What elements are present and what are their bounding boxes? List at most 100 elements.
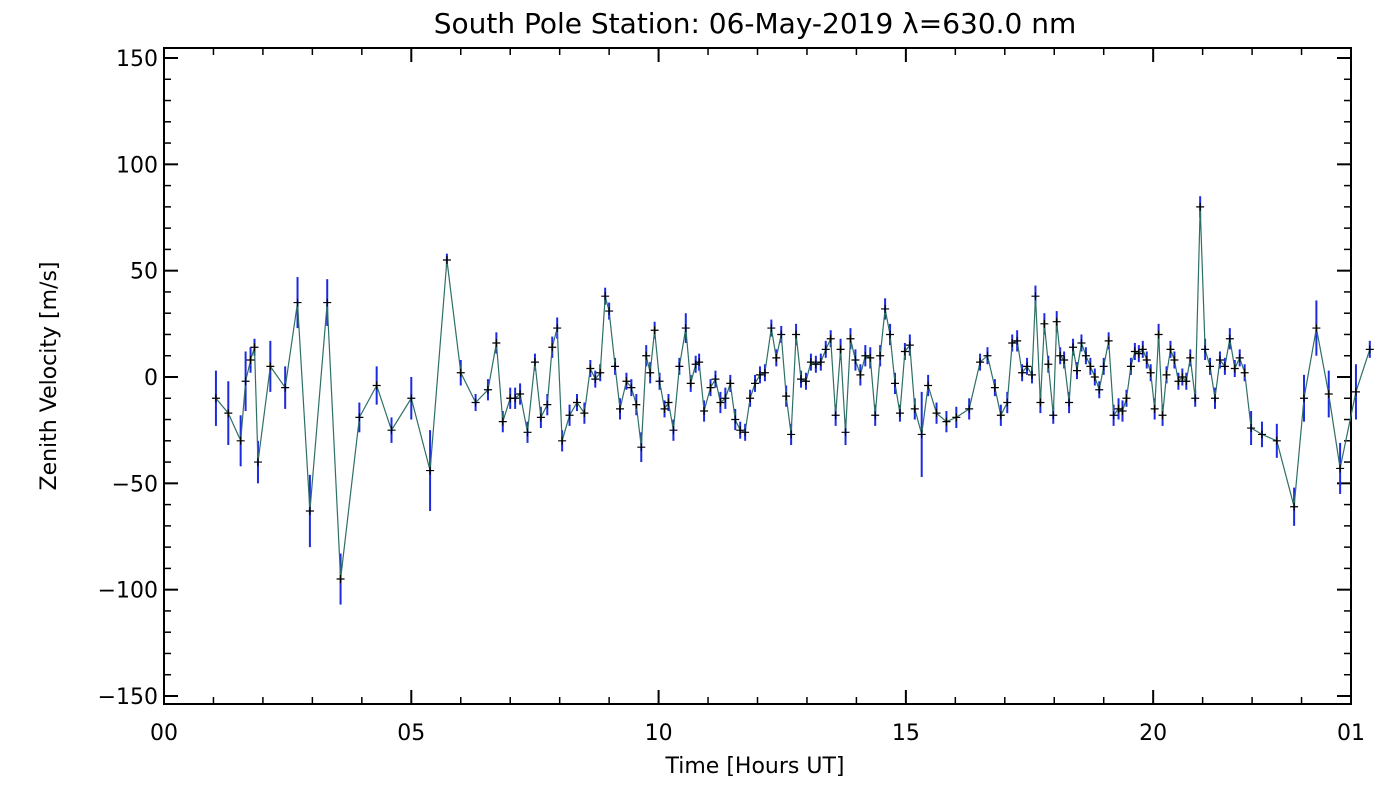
data-point [253, 458, 262, 467]
data-point [675, 362, 684, 371]
x-tick-label: 10 [645, 721, 673, 746]
data-point [442, 256, 451, 265]
data-point [548, 343, 557, 352]
data-point [917, 430, 926, 439]
data-point [236, 436, 245, 445]
data-point [1052, 317, 1061, 326]
data-point [711, 375, 720, 384]
data-point [890, 379, 899, 388]
data-point [1240, 368, 1249, 377]
data-markers [211, 202, 1374, 584]
data-point [1170, 355, 1179, 364]
data-point [821, 345, 830, 354]
data-point [721, 394, 730, 403]
data-point [983, 351, 992, 360]
data-point [1158, 411, 1167, 420]
chart-title: South Pole Station: 06-May-2019 λ=630.0 … [434, 7, 1077, 40]
data-point [1134, 349, 1143, 358]
data-point [905, 341, 914, 350]
data-point [1086, 362, 1095, 371]
data-point [543, 400, 552, 409]
data-point [777, 330, 786, 339]
data-point [1095, 385, 1104, 394]
data-point [498, 417, 507, 426]
data-point [1225, 334, 1234, 343]
x-tick-label: 00 [150, 721, 178, 746]
data-point [797, 375, 806, 384]
data-point [224, 409, 233, 418]
data-point [572, 398, 581, 407]
data-point [792, 330, 801, 339]
y-tick-label: 50 [130, 260, 158, 285]
data-point [632, 400, 641, 409]
data-point [996, 411, 1005, 420]
data-point [655, 377, 664, 386]
data-point [1065, 398, 1074, 407]
data-point [1122, 394, 1131, 403]
data-point [536, 413, 545, 422]
data-point [246, 355, 255, 364]
data-point [646, 368, 655, 377]
data-point [866, 353, 875, 362]
y-tick-label: 150 [116, 47, 158, 72]
data-point [1174, 377, 1183, 386]
x-tick-label: 20 [1139, 721, 1167, 746]
data-point [642, 351, 651, 360]
data-point [1290, 502, 1299, 511]
data-point [456, 368, 465, 377]
data-point [669, 426, 678, 435]
data-point [1272, 436, 1281, 445]
data-point [1003, 398, 1012, 407]
data-point [664, 398, 673, 407]
data-point [767, 324, 776, 333]
data-point [1099, 362, 1108, 371]
data-point [1023, 362, 1032, 371]
data-point [686, 379, 695, 388]
data-point [530, 358, 539, 367]
data-point [755, 370, 764, 379]
data-point [1090, 373, 1099, 381]
data-point [1210, 394, 1219, 403]
data-point [1230, 364, 1239, 373]
series-line [215, 206, 1371, 580]
data-point [1150, 404, 1159, 413]
y-tick-label: 100 [116, 153, 158, 178]
data-point [876, 351, 885, 360]
data-point [841, 428, 850, 437]
data-point [1013, 336, 1022, 345]
data-point [323, 298, 332, 307]
data-point [700, 407, 709, 416]
data-point [266, 362, 275, 371]
data-point [1186, 353, 1195, 362]
y-axis-label: Zenith Velocity [m/s] [37, 262, 62, 491]
data-point [1196, 202, 1205, 211]
plot-frame [163, 47, 1352, 705]
data-point [650, 326, 659, 335]
data-point [492, 338, 501, 347]
data-point [1215, 355, 1224, 364]
data-point [1206, 362, 1215, 371]
data-point [942, 417, 951, 426]
data-point [1031, 292, 1040, 301]
data-point [622, 377, 631, 386]
data-point [910, 404, 919, 413]
data-point [1138, 345, 1147, 354]
x-axis-label: Time [Hours UT] [665, 754, 845, 779]
data-point [1077, 338, 1086, 347]
data-point [746, 394, 755, 403]
data-point [1365, 345, 1374, 354]
data-point [601, 292, 610, 301]
y-tick-label: 0 [144, 366, 158, 391]
data-point [336, 575, 345, 584]
data-point [1008, 338, 1017, 347]
data-point [553, 324, 562, 333]
y-axis: −150 −100 −50 0 50 100 150 [98, 47, 1351, 710]
data-point [250, 343, 259, 352]
data-point [211, 394, 220, 403]
data-point [1130, 347, 1139, 356]
data-point [706, 383, 715, 392]
data-point [616, 404, 625, 413]
data-point [1040, 319, 1049, 328]
data-point [801, 377, 810, 386]
data-point [681, 324, 690, 333]
